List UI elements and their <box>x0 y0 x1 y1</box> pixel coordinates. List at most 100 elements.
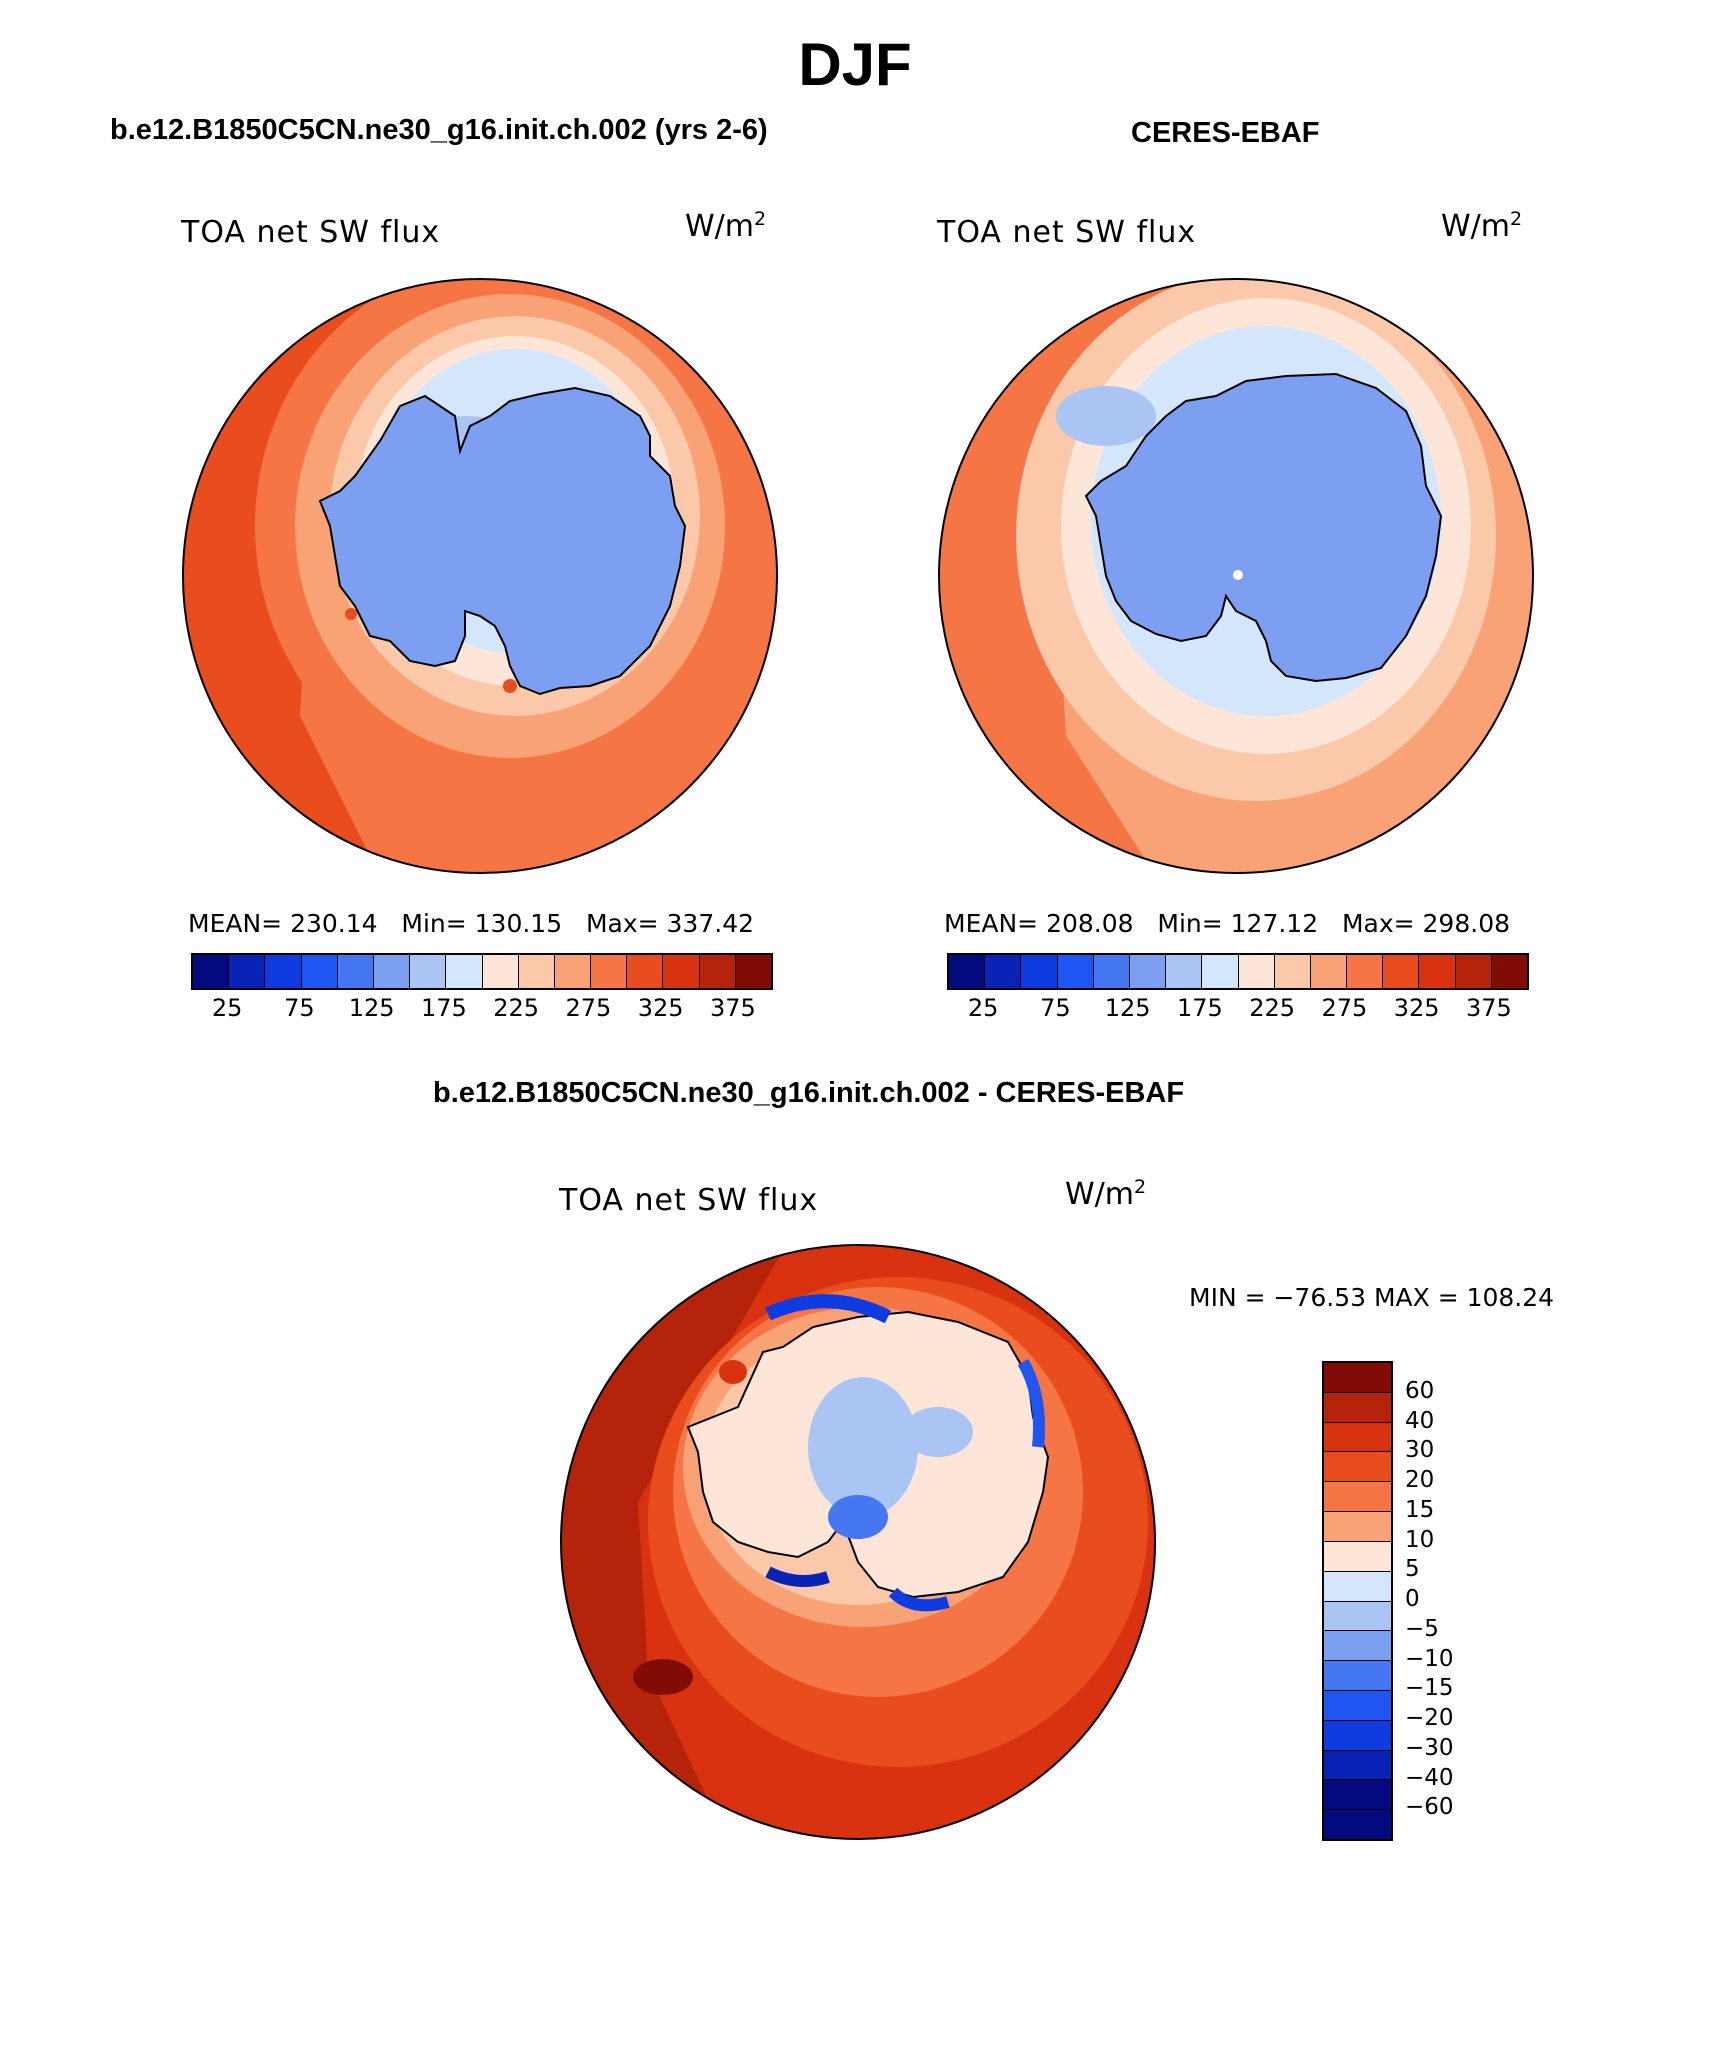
colorbar-tick-label: −20 <box>1405 1705 1454 1731</box>
colorbar-box <box>554 955 592 988</box>
colorbar-tick-label: 75 <box>284 994 315 1022</box>
obs-colorbar-labels: 25 75 125 175 225 275 325 375 <box>947 994 1525 1024</box>
colorbar-box <box>265 955 302 988</box>
diff-polar-map <box>560 1244 1156 1840</box>
colorbar-box <box>663 955 700 988</box>
main-title: DJF <box>798 31 912 98</box>
colorbar-tick-label: 10 <box>1405 1526 1435 1553</box>
colorbar-tick-label: 25 <box>211 994 243 1022</box>
model-panel-title: b.e12.B1850C5CN.ne30_g16.init.ch.002 (yr… <box>110 114 768 146</box>
colorbar-box <box>301 955 338 988</box>
model-variable-label: TOA net SW flux <box>181 215 441 250</box>
colorbar-tick-label: 15 <box>1405 1496 1435 1523</box>
model-colorbar <box>191 953 773 990</box>
model-stats: MEAN= 230.14 Min= 130.15 Max= 337.42 <box>188 909 755 938</box>
model-polar-map <box>182 278 778 874</box>
diff-variable-label: TOA net SW flux <box>559 1183 819 1218</box>
colorbar-tick-label: −30 <box>1405 1734 1454 1761</box>
colorbar-box <box>949 955 986 988</box>
diff-stats: MIN = −76.53 MAX = 108.24 <box>1189 1283 1555 1312</box>
colorbar-box <box>1324 1363 1391 1393</box>
colorbar-box <box>591 955 628 988</box>
colorbar-tick-label: −10 <box>1405 1645 1454 1672</box>
colorbar-box <box>373 955 411 988</box>
colorbar-tick-label: 225 <box>1249 994 1296 1022</box>
colorbar-tick-label: 175 <box>420 994 467 1022</box>
colorbar-tick-label: 25 <box>967 994 999 1022</box>
colorbar-tick-label: 375 <box>709 994 756 1022</box>
colorbar-box <box>735 955 771 988</box>
colorbar-box <box>1274 955 1311 988</box>
colorbar-box <box>1093 955 1130 988</box>
colorbar-box <box>1324 1661 1391 1691</box>
colorbar-tick-label: 125 <box>1104 994 1151 1022</box>
diff-colorbar-labels: 60 40 30 20 15 10 5 0 −5 −10 −15 −20 −30 −40 −60 <box>1405 1361 1465 1837</box>
colorbar-box <box>1491 955 1527 988</box>
colorbar-box <box>1383 955 1420 988</box>
colorbar-box <box>1324 1571 1391 1602</box>
colorbar-tick-label: 40 <box>1405 1407 1435 1434</box>
colorbar-box <box>229 955 266 988</box>
colorbar-tick-label: −15 <box>1405 1675 1454 1702</box>
obs-panel-title: CERES-EBAF <box>1131 117 1320 149</box>
obs-colorbar <box>947 953 1529 990</box>
colorbar-box <box>337 955 374 988</box>
colorbar-box <box>1129 955 1167 988</box>
model-colorbar-labels: 25 75 125 175 225 275 325 375 <box>191 994 769 1024</box>
obs-polar-map <box>938 278 1534 874</box>
colorbar-box <box>699 955 736 988</box>
colorbar-box <box>518 955 555 988</box>
colorbar-box <box>1324 1392 1391 1423</box>
colorbar-tick-label: 30 <box>1405 1437 1435 1464</box>
colorbar-tick-label: 175 <box>1176 994 1223 1022</box>
colorbar-box <box>1310 955 1348 988</box>
colorbar-box <box>1347 955 1384 988</box>
colorbar-box <box>1324 1780 1391 1811</box>
colorbar-box <box>1324 1512 1391 1542</box>
model-unit-label: W/m2 <box>685 208 767 244</box>
colorbar-box <box>1324 1810 1391 1839</box>
colorbar-box <box>1324 1422 1391 1453</box>
colorbar-tick-label: 275 <box>1321 994 1368 1022</box>
obs-stats: MEAN= 208.08 Min= 127.12 Max= 298.08 <box>944 909 1511 938</box>
colorbar-box <box>1324 1750 1391 1781</box>
diff-colorbar <box>1322 1361 1393 1841</box>
colorbar-tick-label: 325 <box>1393 994 1440 1022</box>
colorbar-tick-label: −60 <box>1405 1794 1454 1821</box>
diff-panel-title: b.e12.B1850C5CN.ne30_g16.init.ch.002 - C… <box>433 1077 1185 1109</box>
colorbar-box <box>1324 1541 1391 1572</box>
diff-unit-label: W/m2 <box>1065 1176 1147 1212</box>
colorbar-tick-label: 60 <box>1405 1377 1435 1404</box>
colorbar-tick-label: 0 <box>1405 1586 1420 1612</box>
colorbar-tick-label: −40 <box>1405 1764 1454 1791</box>
colorbar-tick-label: 375 <box>1465 994 1512 1022</box>
colorbar-box <box>1238 955 1275 988</box>
colorbar-box <box>985 955 1022 988</box>
colorbar-tick-label: −5 <box>1405 1615 1439 1642</box>
colorbar-box <box>1419 955 1456 988</box>
colorbar-box <box>1021 955 1058 988</box>
colorbar-box <box>193 955 230 988</box>
colorbar-box <box>627 955 664 988</box>
colorbar-box <box>1455 955 1492 988</box>
colorbar-box <box>1166 955 1203 988</box>
colorbar-tick-label: 5 <box>1405 1556 1420 1583</box>
colorbar-box <box>1324 1720 1391 1751</box>
colorbar-box <box>1202 955 1239 988</box>
colorbar-box <box>1324 1690 1391 1721</box>
colorbar-box <box>1057 955 1094 988</box>
colorbar-box <box>410 955 447 988</box>
colorbar-box <box>1324 1601 1391 1632</box>
colorbar-box <box>1324 1631 1391 1662</box>
colorbar-box <box>1324 1482 1391 1513</box>
colorbar-box <box>446 955 483 988</box>
colorbar-box <box>482 955 519 988</box>
colorbar-tick-label: 325 <box>637 994 684 1022</box>
colorbar-box <box>1324 1452 1391 1483</box>
colorbar-tick-label: 125 <box>348 994 395 1022</box>
colorbar-tick-label: 20 <box>1405 1467 1435 1493</box>
obs-unit-label: W/m2 <box>1441 208 1523 244</box>
obs-variable-label: TOA net SW flux <box>937 215 1197 250</box>
colorbar-tick-label: 75 <box>1040 994 1071 1022</box>
colorbar-tick-label: 275 <box>565 994 612 1022</box>
